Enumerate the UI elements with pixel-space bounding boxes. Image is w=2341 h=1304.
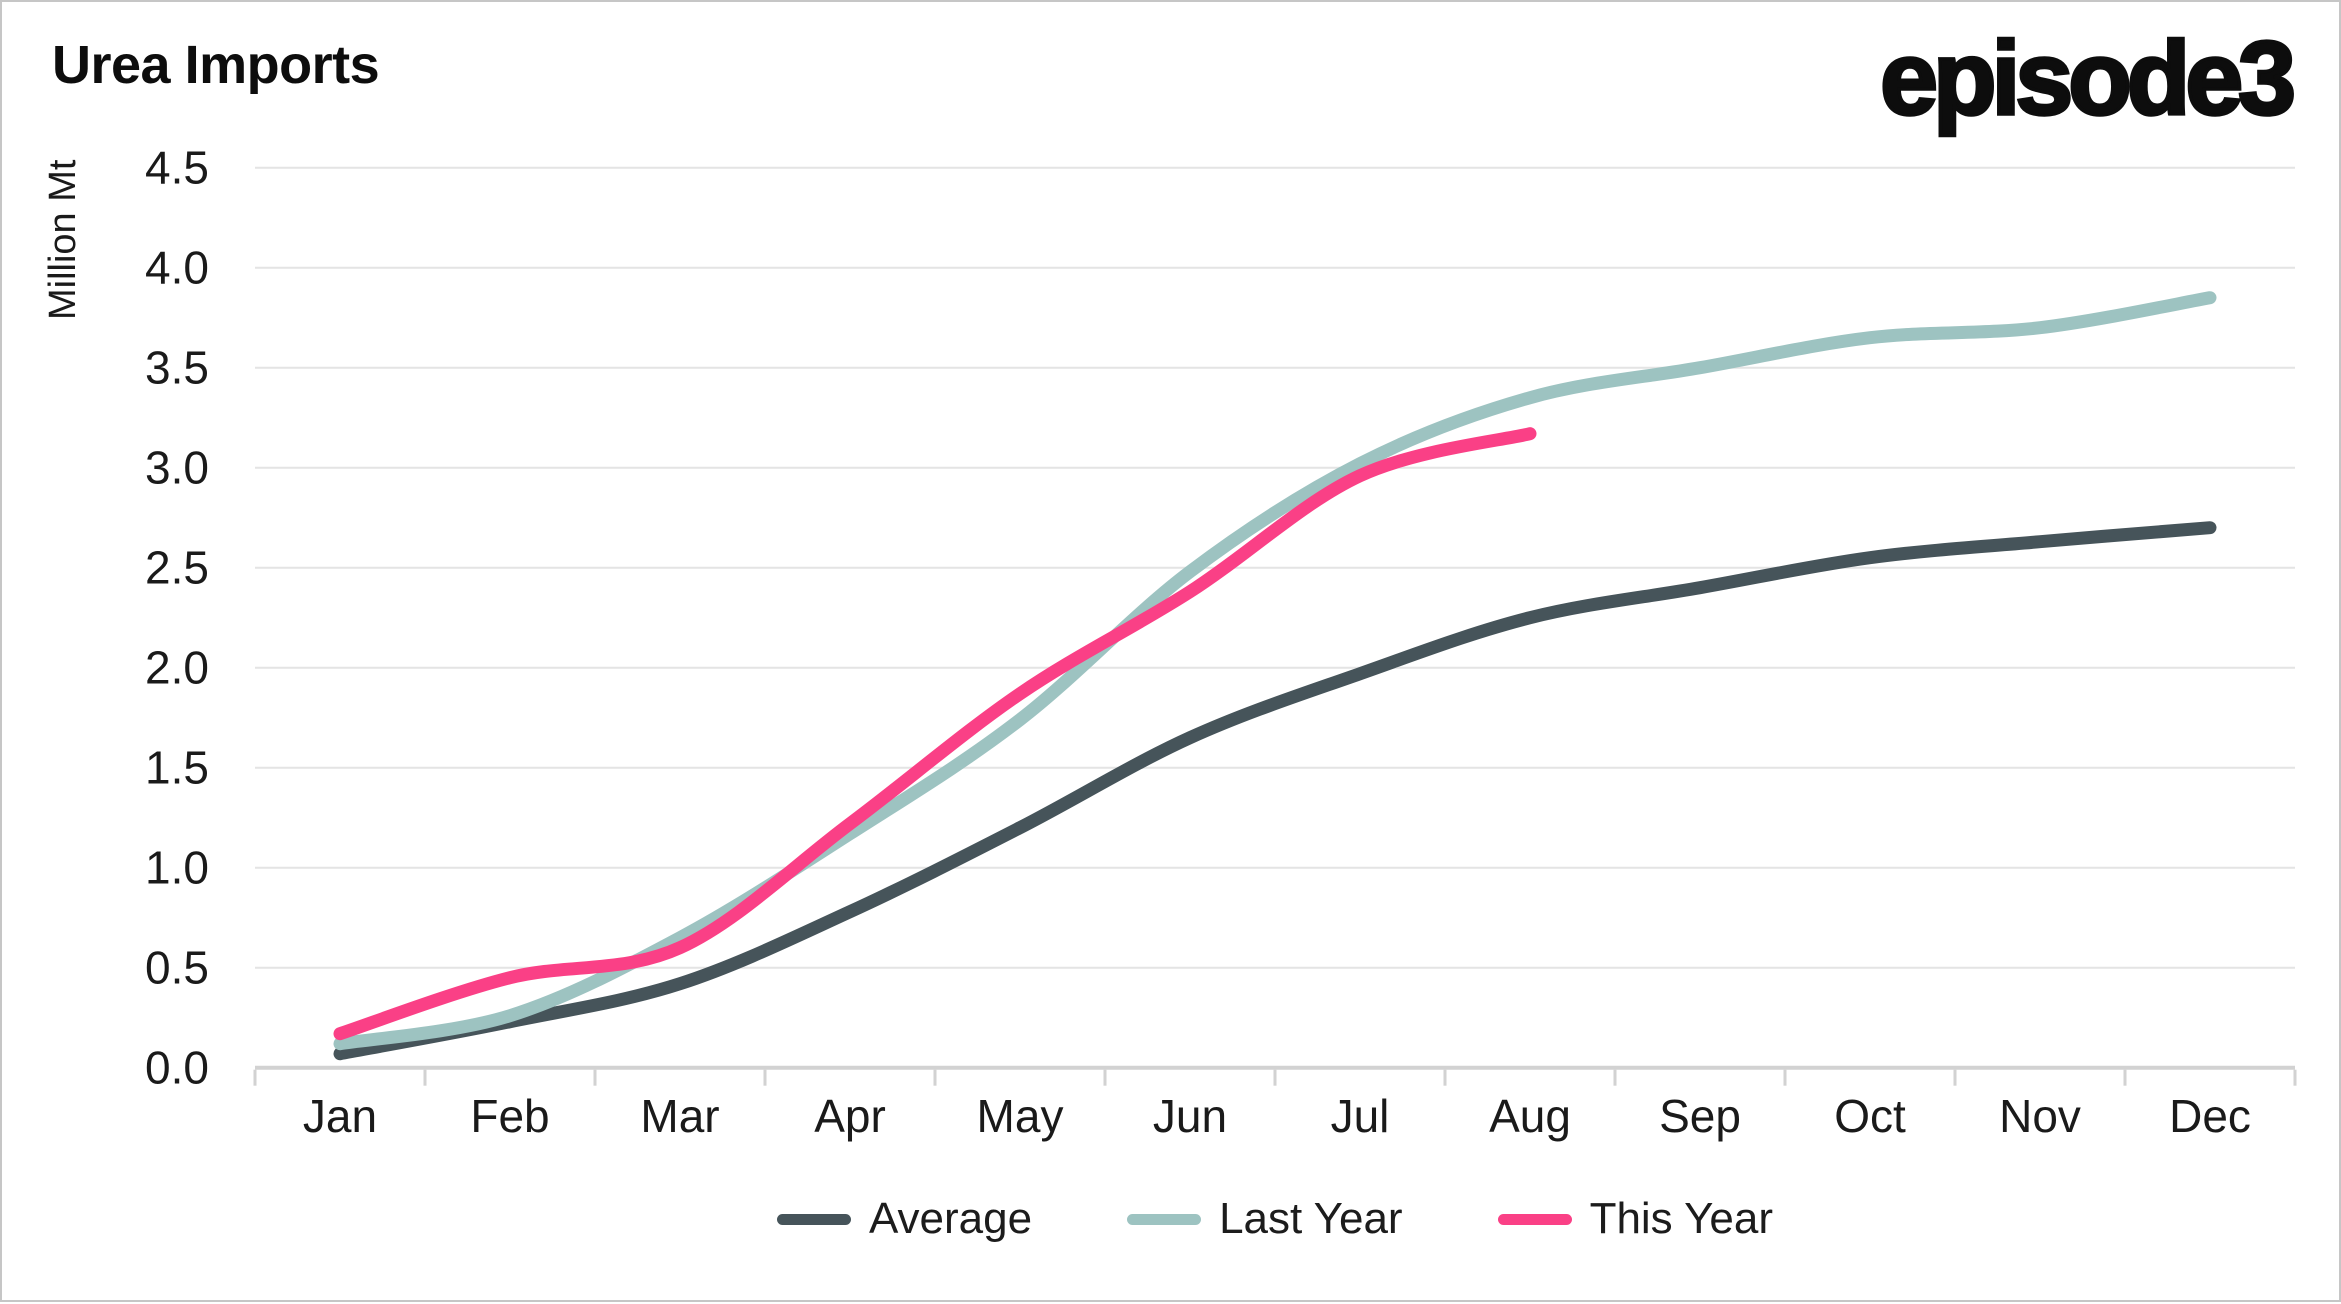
y-tick-label: 3.5 <box>145 342 209 394</box>
x-tick-label: Sep <box>1659 1090 1741 1142</box>
x-tick-label: Aug <box>1489 1090 1571 1142</box>
x-tick-label: Apr <box>814 1090 886 1142</box>
y-tick-label: 0.0 <box>145 1042 209 1094</box>
x-tick-label: Dec <box>2169 1090 2251 1142</box>
episode3-logo: episode3 <box>1878 19 2297 139</box>
legend-item-average: Average <box>776 1194 1033 1244</box>
legend-swatch-icon <box>1497 1213 1572 1225</box>
x-tick-label: Oct <box>1834 1090 1906 1142</box>
series-line-average <box>333 521 2217 1061</box>
x-tick-label: Jul <box>1331 1090 1390 1142</box>
y-tick-label: 2.0 <box>145 642 209 694</box>
x-tick-label: Jan <box>303 1090 377 1142</box>
x-tick-label: Nov <box>1999 1090 2081 1142</box>
x-tick-label: Feb <box>470 1090 549 1142</box>
legend-item-this-year: This Year <box>1497 1194 1774 1244</box>
x-tick-label: Jun <box>1153 1090 1227 1142</box>
y-tick-label: 3.0 <box>145 442 209 494</box>
legend-label: Last Year <box>1219 1194 1403 1243</box>
y-tick-label: 2.5 <box>145 542 209 594</box>
series-line-this-year <box>333 427 1537 1041</box>
legend-label: This Year <box>1589 1194 1774 1243</box>
x-tick-label: Mar <box>640 1090 719 1142</box>
y-tick-label: 1.0 <box>145 842 209 894</box>
y-tick-label: 4.0 <box>145 242 209 294</box>
y-tick-label: 1.5 <box>145 742 209 794</box>
chart-legend: Average Last Year This Year <box>255 1194 2295 1244</box>
chart-title: Urea Imports <box>52 35 380 95</box>
y-tick-label: 0.5 <box>145 942 209 994</box>
legend-swatch-icon <box>776 1213 851 1225</box>
legend-label: Average <box>868 1194 1033 1243</box>
series-line-last-year <box>333 291 2217 1051</box>
legend-swatch-icon <box>1127 1213 1202 1225</box>
x-tick-label: May <box>977 1090 1064 1142</box>
legend-item-last-year: Last Year <box>1127 1194 1403 1244</box>
y-tick-label: 4.5 <box>145 142 209 194</box>
